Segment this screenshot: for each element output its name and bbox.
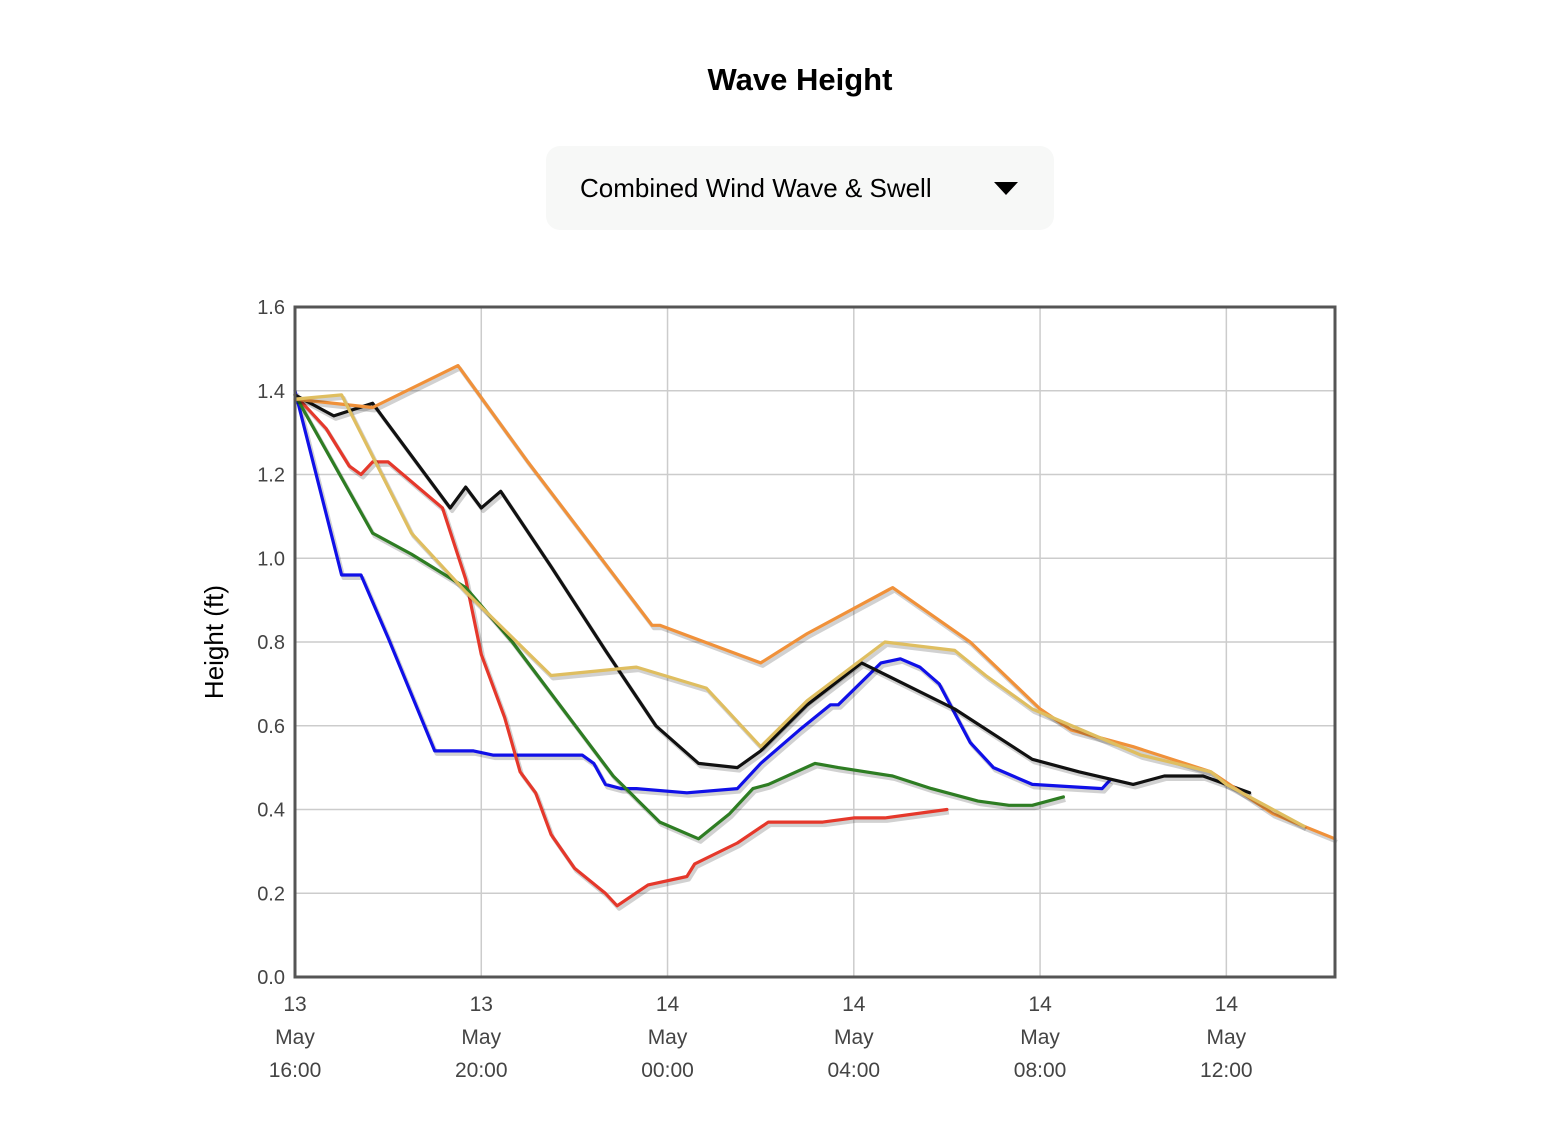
x-tick-month: May	[461, 1026, 501, 1049]
y-tick-label: 0.6	[257, 716, 285, 738]
series-line-1	[293, 389, 1112, 795]
series-line-3	[293, 393, 1065, 841]
y-tick-label: 1.2	[257, 465, 285, 487]
y-tick-label: 0.0	[257, 967, 285, 989]
y-axis-label: Height (ft)	[199, 585, 229, 699]
chart-title: Wave Height	[707, 62, 893, 97]
x-tick-time: 00:00	[641, 1059, 694, 1082]
x-tick-time: 16:00	[269, 1059, 322, 1082]
x-tick-label: 14 May 04:00	[828, 993, 881, 1082]
y-tick-label: 0.4	[257, 800, 285, 822]
series-line-4	[293, 393, 1252, 795]
series-line-shadow-4	[296, 396, 1253, 798]
x-tick-label: 14 May 12:00	[1200, 993, 1253, 1082]
x-tick-day: 14	[1028, 993, 1052, 1016]
x-tick-day: 13	[470, 993, 493, 1016]
x-tick-month: May	[275, 1026, 315, 1049]
x-axis-ticks: 13 May 16:00 13 May 20:00 14 May 00:00 14 May 04:00…	[269, 993, 1253, 1082]
series-line-5	[293, 364, 1337, 841]
chart-series	[293, 364, 1338, 911]
y-axis-ticks: 0.0 0.2 0.4 0.6 0.8 1.0 1.2 1.4 1.6	[257, 297, 285, 989]
series-line-6	[293, 393, 1306, 828]
dropdown-selected-label: Combined Wind Wave & Swell	[580, 173, 932, 203]
y-tick-label: 1.6	[257, 297, 285, 319]
x-tick-label: 13 May 16:00	[269, 993, 322, 1082]
x-tick-label: 14 May 00:00	[641, 993, 694, 1082]
y-tick-label: 1.0	[257, 548, 285, 570]
wave-type-dropdown[interactable]: Combined Wind Wave & Swell	[546, 146, 1054, 230]
x-tick-day: 13	[283, 993, 306, 1016]
x-tick-time: 04:00	[828, 1059, 881, 1082]
x-tick-label: 13 May 20:00	[455, 993, 508, 1082]
x-tick-time: 20:00	[455, 1059, 508, 1082]
x-tick-time: 08:00	[1014, 1059, 1067, 1082]
x-tick-day: 14	[842, 993, 866, 1016]
series-line-shadow-5	[296, 366, 1338, 844]
x-tick-day: 14	[1215, 993, 1239, 1016]
x-tick-label: 14 May 08:00	[1014, 993, 1067, 1082]
y-tick-label: 0.2	[257, 883, 285, 905]
caret-down-icon	[994, 182, 1018, 195]
chart-grid	[294, 306, 1335, 978]
x-tick-month: May	[1020, 1026, 1060, 1049]
plot-frame	[293, 305, 1337, 979]
x-tick-month: May	[1206, 1026, 1246, 1049]
series-line-shadow-6	[296, 395, 1307, 832]
y-tick-label: 0.8	[257, 632, 285, 654]
y-tick-label: 1.4	[257, 381, 285, 403]
series-line-shadow-3	[295, 396, 1066, 844]
x-tick-month: May	[834, 1026, 874, 1049]
series-line-2	[293, 393, 949, 908]
x-tick-day: 14	[656, 993, 680, 1016]
x-tick-time: 12:00	[1200, 1059, 1253, 1082]
x-tick-month: May	[648, 1026, 688, 1049]
